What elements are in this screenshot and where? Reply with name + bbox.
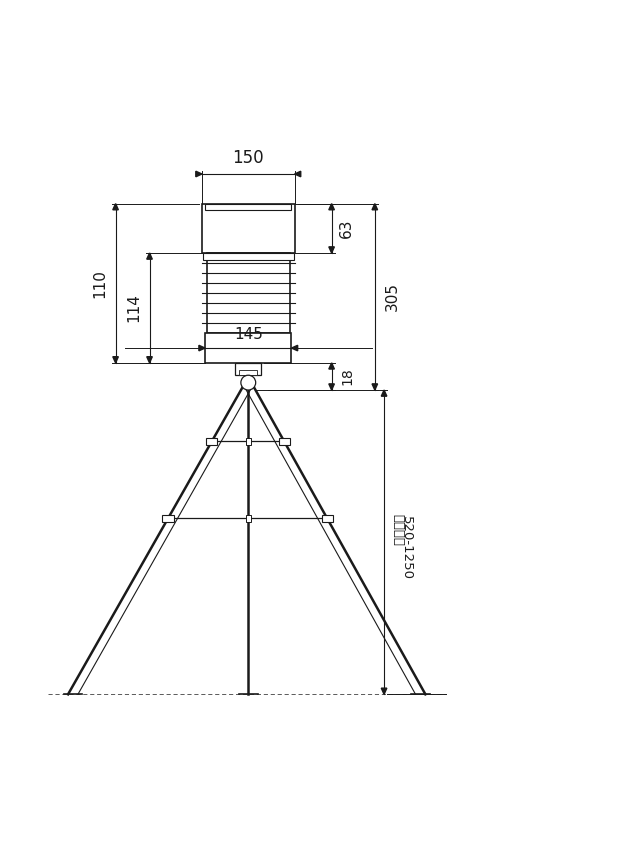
Polygon shape bbox=[294, 171, 301, 177]
Polygon shape bbox=[199, 346, 205, 351]
Polygon shape bbox=[329, 247, 334, 253]
Bar bbox=[162, 515, 174, 522]
Bar bbox=[246, 515, 251, 522]
Text: 63: 63 bbox=[339, 219, 354, 238]
Polygon shape bbox=[113, 204, 118, 210]
Polygon shape bbox=[372, 384, 378, 390]
Text: 110: 110 bbox=[92, 269, 107, 298]
Polygon shape bbox=[381, 390, 387, 397]
Polygon shape bbox=[329, 384, 334, 390]
Text: 18: 18 bbox=[340, 367, 354, 385]
Polygon shape bbox=[196, 171, 202, 177]
Text: 114: 114 bbox=[126, 294, 141, 322]
Bar bbox=[205, 334, 291, 363]
Bar bbox=[236, 363, 261, 375]
Bar bbox=[202, 204, 294, 253]
Bar bbox=[206, 253, 290, 334]
Text: 150: 150 bbox=[232, 149, 264, 167]
Polygon shape bbox=[372, 204, 378, 210]
Bar bbox=[278, 437, 290, 445]
Text: 伸缩范围: 伸缩范围 bbox=[391, 514, 404, 546]
Bar bbox=[205, 204, 291, 210]
Polygon shape bbox=[147, 253, 153, 259]
Bar bbox=[246, 437, 251, 445]
Bar bbox=[322, 515, 333, 522]
Bar bbox=[206, 437, 218, 445]
Polygon shape bbox=[113, 357, 118, 363]
Polygon shape bbox=[329, 204, 334, 210]
Polygon shape bbox=[329, 363, 334, 369]
Circle shape bbox=[241, 375, 255, 390]
Polygon shape bbox=[147, 357, 153, 363]
Text: 520-1250: 520-1250 bbox=[401, 517, 414, 581]
Text: 305: 305 bbox=[384, 283, 400, 311]
Bar bbox=[203, 253, 294, 260]
Polygon shape bbox=[291, 346, 298, 351]
Polygon shape bbox=[381, 688, 387, 695]
Bar bbox=[239, 371, 257, 375]
Text: 145: 145 bbox=[234, 327, 263, 342]
